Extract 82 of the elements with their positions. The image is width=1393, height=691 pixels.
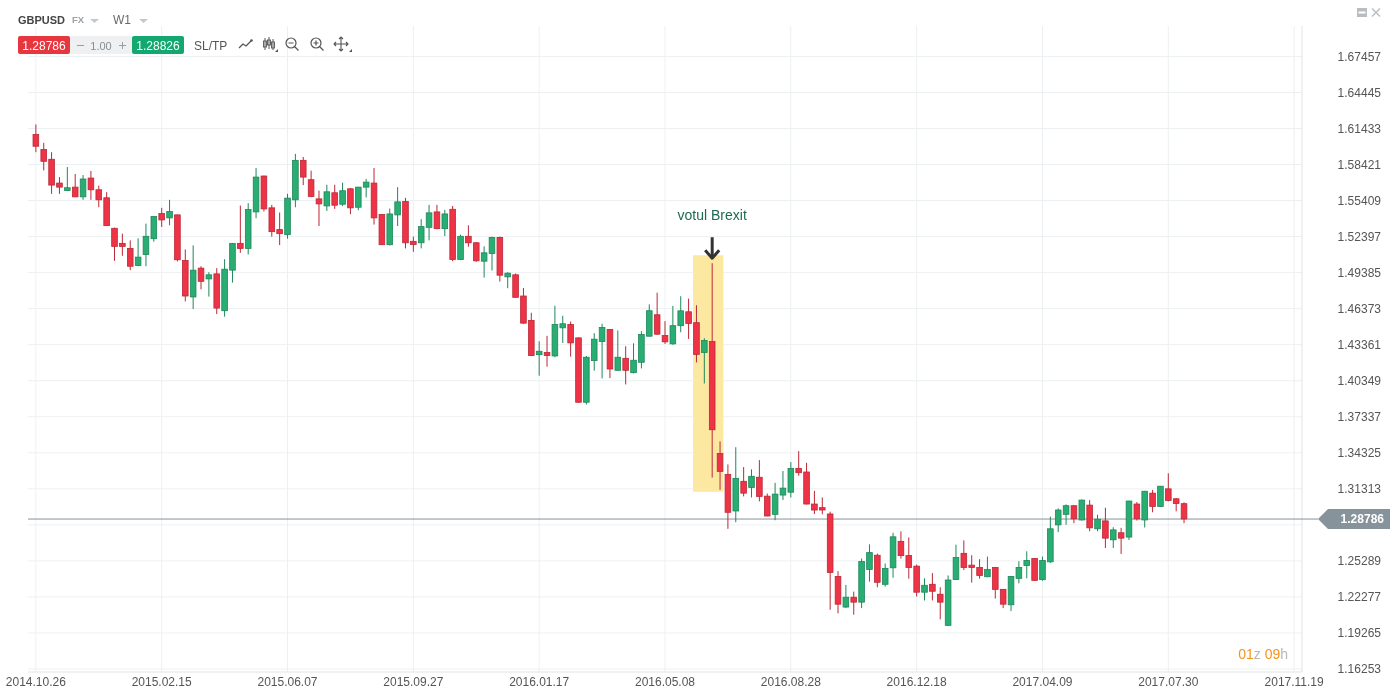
y-tick-label: 1.16253 [1337, 662, 1382, 677]
candlestick [197, 265, 205, 290]
candlestick [315, 190, 323, 227]
x-tick-label: 2016.08.28 [760, 675, 822, 689]
candlestick [716, 440, 724, 491]
chart-title: GBPUSD [18, 14, 66, 26]
annotation: 01z 09h [1238, 646, 1288, 662]
candlestick [622, 345, 629, 385]
candlestick [457, 234, 464, 261]
x-tick-label: 2016.01.17 [509, 675, 570, 689]
candlestick [543, 335, 551, 368]
candlestick [881, 563, 889, 588]
candlestick [614, 329, 622, 372]
candlestick [1078, 498, 1086, 522]
y-tick-label: 1.52397 [1337, 229, 1382, 244]
annotation: 1.00 [90, 39, 112, 52]
candlestick [237, 205, 244, 254]
candlestick [1086, 499, 1093, 532]
y-tick-label: 1.67457 [1337, 49, 1382, 64]
candlestick [701, 337, 708, 384]
candlestick [307, 170, 315, 198]
candlestick [1102, 507, 1109, 549]
x-tick-label: 2017.11.19 [1264, 675, 1325, 689]
annotation: W1 [113, 13, 132, 27]
candlestick [1110, 526, 1117, 549]
candlestick [1031, 557, 1038, 582]
candlestick [323, 184, 331, 212]
ref-line-label: 1.28786 [1340, 512, 1385, 527]
annotation: votul Brexit [677, 207, 747, 224]
candlestick [441, 209, 449, 237]
y-tick-label: 1.46373 [1337, 301, 1382, 316]
x-tick-label: 2014.10.26 [5, 675, 67, 689]
candlestick [921, 577, 928, 601]
annotation: 1.28826 [136, 38, 181, 53]
y-tick-label: 1.19265 [1337, 626, 1382, 641]
candlestick [661, 320, 669, 345]
candlestick [166, 199, 173, 226]
x-tick-label: 2016.05.08 [634, 675, 696, 689]
candlestick [433, 204, 441, 230]
y-tick-label: 1.49385 [1337, 265, 1382, 280]
y-tick-label: 1.55409 [1337, 193, 1382, 208]
candlestick [32, 123, 40, 153]
candlestick [1133, 501, 1141, 522]
y-tick-label: 1.64445 [1337, 85, 1382, 100]
y-tick-label: 1.61433 [1337, 121, 1382, 136]
annotation: 1.28786 [22, 38, 67, 53]
candlestick [127, 239, 134, 271]
x-tick-label: 2015.06.07 [257, 675, 318, 689]
candlestick [205, 271, 213, 298]
candlestick [347, 187, 354, 215]
y-tick-label: 1.43361 [1337, 337, 1382, 352]
candlestick [653, 292, 661, 336]
candlestick [339, 182, 346, 207]
candlestick [850, 591, 857, 616]
candlestick [535, 340, 543, 377]
x-tick-label: 2017.07.30 [1138, 675, 1199, 689]
x-tick-label: 2015.02.15 [131, 675, 193, 689]
y-tick-label: 1.58421 [1337, 157, 1382, 172]
y-tick-label: 1.37337 [1337, 409, 1382, 424]
y-tick-label: 1.34325 [1337, 445, 1382, 460]
candlestick [300, 156, 307, 186]
candlestick [1117, 527, 1125, 555]
candlestick [64, 166, 71, 192]
candlestick [79, 174, 87, 201]
candlestick [937, 586, 944, 620]
candlestick [748, 468, 755, 498]
candlestick [331, 184, 338, 210]
candlestick [1023, 550, 1030, 579]
annotation: SL/TP [194, 38, 228, 53]
candlestick [1149, 489, 1156, 513]
candlestick [929, 572, 936, 601]
candlestick [134, 237, 142, 267]
text: FX [72, 14, 85, 25]
x-tick-label: 2016.12.18 [886, 675, 948, 689]
y-tick-label: 1.40349 [1337, 373, 1382, 388]
y-tick-label: 1.25289 [1337, 554, 1382, 569]
candlestick [740, 466, 747, 497]
y-tick-label: 1.31313 [1337, 482, 1382, 497]
x-tick-label: 2015.09.27 [383, 675, 444, 689]
candlestick [158, 207, 165, 228]
y-tick-label: 1.22277 [1337, 590, 1382, 605]
x-tick-label: 2017.04.09 [1012, 675, 1073, 689]
